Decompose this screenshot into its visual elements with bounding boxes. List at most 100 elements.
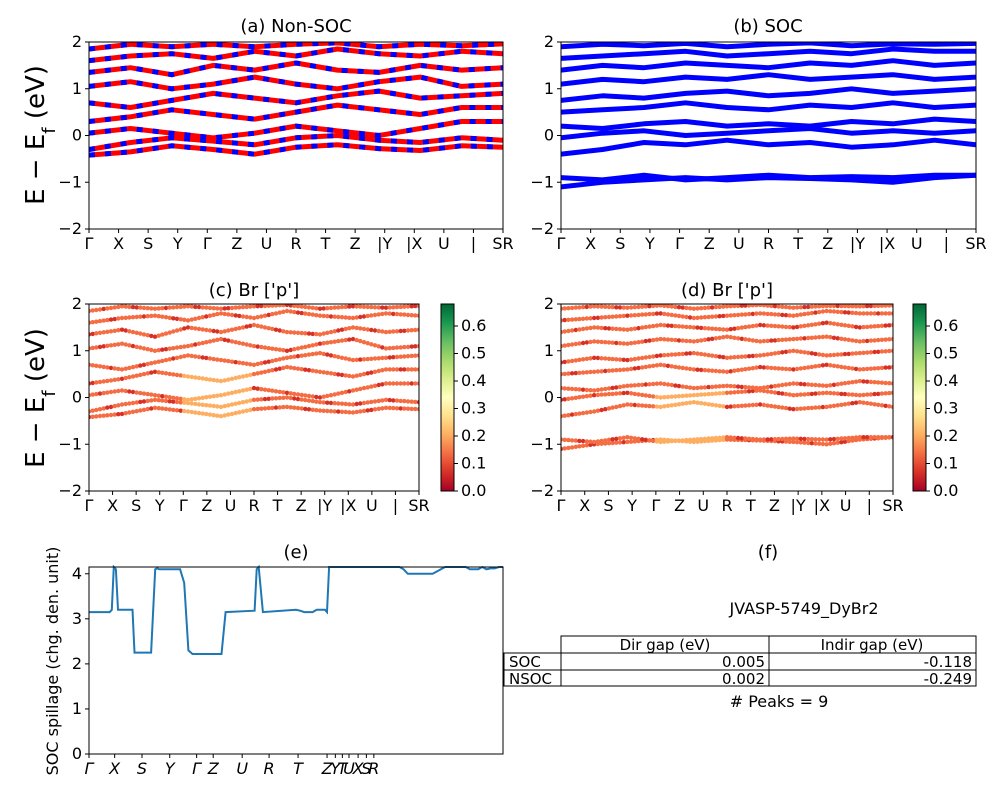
point-d-3-77 — [842, 391, 848, 397]
title-e: (e) — [283, 542, 308, 563]
point-c-5-62 — [314, 342, 319, 347]
point-d-5-61 — [783, 366, 789, 372]
point-c-0-87 — [405, 406, 411, 411]
title-a: (a) Non-SOC — [240, 16, 351, 37]
xtick-label-b-10: |Y — [850, 234, 865, 253]
point-c-0-22 — [167, 407, 172, 412]
point-c-8-53 — [281, 304, 286, 308]
point-d-1-1 — [562, 437, 567, 442]
point-d-8-79 — [850, 324, 855, 329]
point-d-4-44 — [721, 383, 726, 389]
point-c-1-35 — [215, 404, 220, 409]
point-c-0-28 — [189, 409, 194, 415]
point-c-7-12 — [130, 315, 136, 320]
point-c-1-48 — [262, 396, 268, 402]
point-c-4-63 — [317, 350, 323, 356]
point-d-3-45 — [724, 390, 730, 395]
point-c-6-75 — [361, 326, 367, 332]
point-d-9-68 — [809, 310, 814, 316]
point-d-6-17 — [621, 357, 626, 362]
point-c-6-11 — [127, 329, 132, 334]
point-d-1-74 — [831, 436, 837, 442]
point-c-7-10 — [123, 315, 128, 320]
point-d-6-29 — [665, 352, 671, 358]
point-c-7-8 — [116, 316, 121, 321]
xtick-label-d-7: R — [721, 496, 732, 515]
point-d-7-72 — [824, 334, 829, 339]
point-d-4-63 — [791, 381, 796, 386]
cbtick-label-c-5: 0.5 — [461, 344, 486, 363]
point-d-1-43 — [717, 435, 722, 440]
point-d-6-49 — [739, 354, 744, 359]
point-c-5-12 — [130, 343, 136, 349]
point-d-7-53 — [754, 338, 759, 344]
point-d-9-14 — [610, 314, 615, 319]
point-c-7-67 — [332, 314, 337, 319]
point-d-5-36 — [691, 367, 696, 372]
point-c-0-47 — [259, 406, 264, 411]
ytick-label-d-2: 0 — [544, 388, 554, 407]
point-d-5-38 — [699, 367, 704, 373]
point-d-6-46 — [728, 355, 733, 360]
point-d-4-86 — [876, 380, 881, 385]
point-c-6-47 — [259, 324, 264, 329]
point-d-1-39 — [702, 436, 708, 441]
point-c-5-85 — [398, 345, 403, 350]
point-c-7-57 — [295, 310, 301, 315]
point-d-4-42 — [713, 384, 719, 389]
point-c-5-31 — [200, 340, 205, 346]
point-c-8-70 — [343, 304, 348, 310]
point-d-6-78 — [846, 351, 851, 357]
point-c-4-70 — [343, 356, 348, 361]
point-c-3-81 — [383, 367, 389, 372]
point-c-5-37 — [222, 337, 227, 342]
point-c-5-10 — [123, 342, 128, 347]
point-c-8-3 — [97, 307, 103, 312]
point-d-2-81 — [857, 400, 862, 405]
point-d-3-47 — [732, 390, 737, 395]
point-d-7-39 — [702, 337, 708, 342]
point-c-3-54 — [284, 364, 290, 370]
point-c-4-62 — [314, 351, 319, 356]
point-d-4-78 — [846, 380, 851, 385]
point-d-5-10 — [595, 369, 601, 374]
point-d-8-27 — [658, 322, 663, 328]
point-c-0-17 — [149, 406, 154, 411]
point-c-2-24 — [174, 396, 180, 401]
point-d-6-52 — [750, 353, 755, 359]
point-d-5-70 — [817, 363, 822, 368]
point-d-1-11 — [599, 438, 604, 444]
point-c-5-76 — [365, 341, 370, 346]
point-d-5-57 — [769, 365, 774, 371]
point-c-1-88 — [409, 399, 414, 404]
band-b-8 — [561, 58, 976, 73]
point-d-8-80 — [853, 324, 859, 330]
point-d-9-86 — [876, 311, 881, 316]
point-d-6-69 — [813, 351, 818, 357]
point-c-3-56 — [292, 366, 297, 371]
point-c-2-18 — [152, 393, 158, 398]
point-d-5-24 — [647, 364, 652, 369]
point-d-3-42 — [713, 391, 719, 396]
point-d-1-90 — [890, 435, 893, 440]
point-c-6-48 — [262, 325, 268, 330]
point-d-6-84 — [868, 350, 874, 355]
point-d-10-76 — [839, 304, 844, 309]
point-d-1-24 — [647, 438, 652, 443]
point-c-2-27 — [185, 397, 191, 402]
point-c-0-4 — [101, 413, 106, 418]
point-c-3-72 — [350, 374, 356, 379]
point-d-5-55 — [761, 365, 767, 370]
point-c-0-16 — [145, 406, 150, 412]
point-c-5-88 — [409, 344, 414, 349]
point-d-7-67 — [806, 335, 811, 341]
point-d-1-51 — [746, 436, 752, 441]
point-d-7-9 — [592, 339, 597, 344]
point-d-1-34 — [684, 437, 689, 443]
point-d-5-6 — [580, 370, 586, 375]
point-d-4-67 — [806, 382, 811, 387]
point-c-6-61 — [310, 331, 315, 337]
point-d-8-81 — [857, 325, 862, 330]
point-d-2-39 — [702, 401, 708, 406]
point-d-4-37 — [695, 385, 700, 391]
